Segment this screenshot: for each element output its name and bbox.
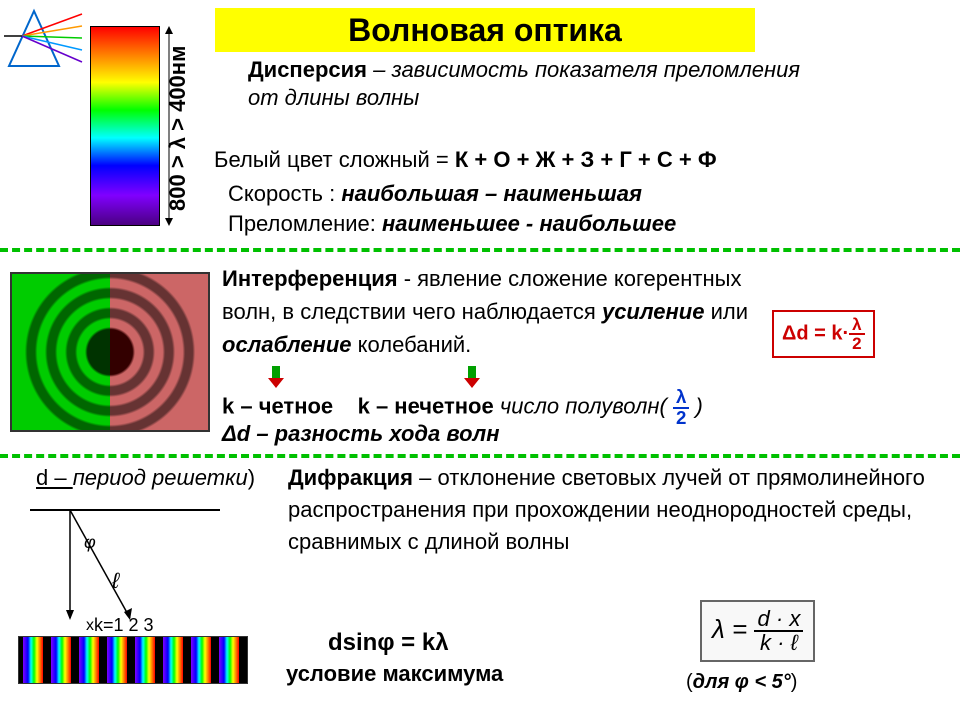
small-angle-condition: (для φ < 5°) — [686, 670, 797, 695]
diffraction-spectrum-image — [18, 636, 248, 684]
maximum-condition-formula: dsinφ = kλ — [328, 628, 449, 658]
k-even: k – четное — [222, 394, 333, 419]
grating-period-label: d – период решетки) — [36, 464, 255, 492]
formula-num: d · x — [754, 608, 803, 632]
or-word: или — [704, 299, 748, 324]
halfwaves: число полуволн( — [494, 394, 673, 419]
diffraction-definition: Дифракция – отклонение световых лучей от… — [288, 462, 928, 558]
delta-label: Δd – разность хода волн — [222, 421, 500, 446]
k-order-labels: k=1 2 3 — [94, 614, 154, 637]
interference-rings — [10, 272, 210, 432]
delta-d-definition: Δd – разность хода волн — [222, 420, 922, 448]
refraction-label: Преломление: — [228, 211, 382, 236]
wavelength-range-label: 800 > λ > 400нм — [165, 28, 191, 228]
lambda-lhs: λ — [712, 614, 725, 644]
white-light-line: Белый цвет сложный = К + О + Ж + З + Г +… — [214, 146, 914, 174]
separator-1 — [0, 248, 960, 252]
lambda-den: 2 — [849, 335, 864, 352]
paren-close: ) — [791, 671, 798, 693]
svg-text:ℓ: ℓ — [111, 568, 120, 593]
interference-def2: колебаний. — [352, 332, 472, 357]
refraction-line: Преломление: наименьшее - наибольшее — [228, 210, 928, 238]
dispersion-term: Дисперсия — [248, 57, 367, 82]
dispersion-definition: Дисперсия – зависимость показателя прело… — [248, 56, 808, 111]
maximum-condition-label: условие максимума — [286, 660, 503, 688]
d-def: период решетки — [73, 465, 248, 490]
prism-diagram — [4, 6, 84, 76]
weak-word: ослабление — [222, 332, 352, 357]
speed-line: Скорость : наибольшая – наименьшая — [228, 180, 928, 208]
speed-label: Скорость : — [228, 181, 341, 206]
interference-definition: Интерференция - явление сложение когерен… — [222, 262, 752, 361]
refraction-value: наименьшее - наибольшее — [382, 211, 676, 236]
halfwaves-close: ) — [689, 394, 702, 419]
white-label: Белый цвет сложный = — [214, 147, 455, 172]
svg-text:x: x — [86, 617, 94, 634]
color-components: К + О + Ж + З + Г + С + Ф — [455, 147, 717, 172]
k-odd: k – нечетное — [358, 394, 494, 419]
arrow-down-icon — [462, 366, 482, 393]
spectrum-bar — [90, 26, 160, 226]
arrow-down-icon — [266, 366, 286, 393]
small-angle: для φ < 5° — [693, 671, 791, 693]
d-letter: d – — [36, 465, 73, 490]
formula-prefix: Δd = k· — [782, 322, 849, 344]
separator-2 — [0, 454, 960, 458]
speed-value: наибольшая – наименьшая — [341, 181, 642, 206]
paren-open: ( — [686, 671, 693, 693]
amp-word: усиление — [602, 299, 705, 324]
wavelength-formula: λ = d · xk · ℓ — [700, 600, 815, 662]
formula-den: k · ℓ — [754, 632, 803, 654]
path-difference-formula: Δd = k·λ2 — [772, 310, 875, 358]
svg-text:φ: φ — [84, 532, 96, 552]
interference-term: Интерференция — [222, 266, 398, 291]
lambda-num: λ — [849, 316, 864, 335]
diffraction-term: Дифракция — [288, 465, 413, 490]
lambda-num2: λ — [673, 388, 689, 409]
page-title: Волновая оптика — [215, 8, 755, 52]
